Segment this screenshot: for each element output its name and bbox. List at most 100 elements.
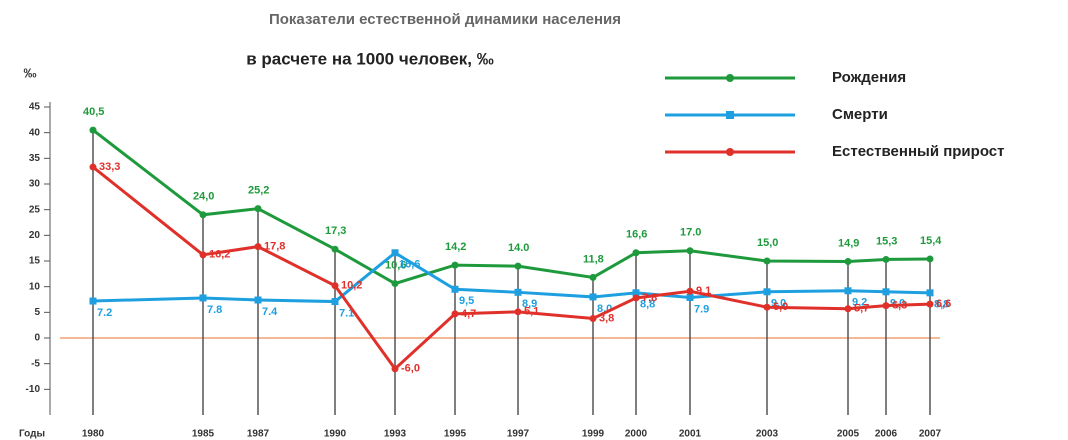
line bbox=[92, 165, 931, 372]
marker bbox=[589, 273, 597, 281]
y-axis-label: ‰ bbox=[24, 65, 37, 80]
marker bbox=[763, 303, 771, 311]
data-label: 8,9 bbox=[522, 298, 537, 310]
data-label: 10,6 bbox=[385, 259, 406, 271]
marker bbox=[254, 296, 262, 304]
data-label: 16,2 bbox=[209, 249, 230, 261]
data-label: 17.0 bbox=[680, 227, 701, 239]
marker bbox=[844, 305, 852, 313]
marker bbox=[686, 287, 694, 295]
data-label: 3,8 bbox=[599, 312, 614, 324]
legend-marker bbox=[726, 148, 734, 156]
y-tick-label: 5 bbox=[34, 307, 40, 318]
legend-label: Смерти bbox=[832, 106, 888, 123]
x-axis-label: Годы bbox=[19, 429, 45, 440]
marker bbox=[331, 282, 339, 290]
marker bbox=[254, 205, 262, 213]
x-tick-label: 1997 bbox=[507, 429, 530, 440]
data-label: 5,7 bbox=[854, 303, 869, 315]
marker bbox=[199, 251, 207, 259]
marker bbox=[632, 249, 640, 257]
marker bbox=[926, 300, 934, 308]
data-label: 5,1 bbox=[524, 306, 539, 318]
x-tick-label: 1987 bbox=[247, 429, 270, 440]
marker bbox=[589, 314, 597, 322]
marker bbox=[451, 285, 459, 293]
data-label: 6,3 bbox=[892, 300, 907, 312]
data-label: 11,8 bbox=[583, 253, 604, 265]
marker bbox=[926, 289, 934, 297]
data-label: 8,8 bbox=[934, 299, 949, 311]
marker bbox=[763, 288, 771, 296]
marker bbox=[331, 298, 339, 306]
marker bbox=[632, 294, 640, 302]
data-label: 4,7 bbox=[461, 308, 476, 320]
line bbox=[92, 250, 931, 304]
data-label: 9,5 bbox=[459, 295, 474, 307]
data-label: 15,4 bbox=[920, 235, 942, 247]
marker bbox=[686, 247, 694, 255]
y-tick-label: 15 bbox=[29, 256, 41, 267]
data-label: 7.1 bbox=[339, 307, 354, 319]
x-tick-label: 2007 bbox=[919, 429, 942, 440]
x-tick-label: 1990 bbox=[324, 429, 347, 440]
marker bbox=[89, 126, 97, 134]
marker bbox=[926, 255, 934, 263]
marker bbox=[199, 294, 207, 302]
data-label: 33,3 bbox=[99, 161, 120, 173]
data-label: 7.2 bbox=[97, 307, 112, 319]
data-label: 7.8 bbox=[207, 304, 222, 316]
data-label: 14,9 bbox=[838, 237, 859, 249]
marker bbox=[391, 249, 399, 257]
data-label: 7.4 bbox=[262, 306, 278, 318]
marker bbox=[763, 257, 771, 265]
y-tick-label: -5 bbox=[31, 358, 40, 369]
legend-label: Рождения bbox=[832, 69, 906, 86]
x-tick-label: 1999 bbox=[582, 429, 605, 440]
data-label: 17,8 bbox=[264, 241, 285, 253]
chart-title: Показатели естественной динамики населен… bbox=[269, 11, 621, 28]
data-label: 7,8 bbox=[642, 292, 657, 304]
marker bbox=[882, 302, 890, 310]
data-label: 14,2 bbox=[445, 241, 466, 253]
marker bbox=[882, 255, 890, 263]
data-label: 7.9 bbox=[694, 303, 709, 315]
x-tick-label: 2001 bbox=[679, 429, 702, 440]
y-tick-label: 35 bbox=[29, 153, 41, 164]
marker bbox=[451, 310, 459, 318]
data-label: 14.0 bbox=[508, 242, 529, 254]
y-tick-label: 10 bbox=[29, 281, 41, 292]
y-tick-label: -10 bbox=[26, 384, 41, 395]
data-label: 6,0 bbox=[773, 301, 788, 313]
x-tick-label: 1980 bbox=[82, 429, 105, 440]
x-tick-label: 1993 bbox=[384, 429, 407, 440]
data-label: 9,2 bbox=[852, 297, 867, 309]
data-label: 25,2 bbox=[248, 185, 269, 197]
marker bbox=[199, 211, 207, 219]
y-tick-label: 0 bbox=[34, 333, 40, 344]
marker bbox=[254, 243, 262, 251]
x-tick-label: 1985 bbox=[192, 429, 215, 440]
marker bbox=[514, 262, 522, 270]
marker bbox=[89, 163, 97, 171]
y-tick-label: 25 bbox=[29, 204, 41, 215]
y-tick-label: 45 bbox=[29, 102, 41, 113]
data-label: 6,6 bbox=[936, 298, 951, 310]
marker bbox=[331, 245, 339, 253]
data-label: 40,5 bbox=[83, 106, 104, 118]
marker bbox=[589, 293, 597, 301]
line bbox=[92, 128, 931, 286]
marker bbox=[391, 365, 399, 373]
marker bbox=[89, 297, 97, 305]
marker bbox=[514, 308, 522, 316]
x-tick-label: 2003 bbox=[756, 429, 779, 440]
y-tick-label: 40 bbox=[29, 127, 41, 138]
data-label: 16,6 bbox=[626, 229, 647, 241]
data-label: 9,1 bbox=[696, 285, 711, 297]
data-label: 16,6 bbox=[399, 259, 420, 271]
marker bbox=[844, 287, 852, 295]
x-tick-label: 1995 bbox=[444, 429, 467, 440]
data-label: -6,0 bbox=[401, 363, 420, 375]
x-tick-label: 2000 bbox=[625, 429, 648, 440]
